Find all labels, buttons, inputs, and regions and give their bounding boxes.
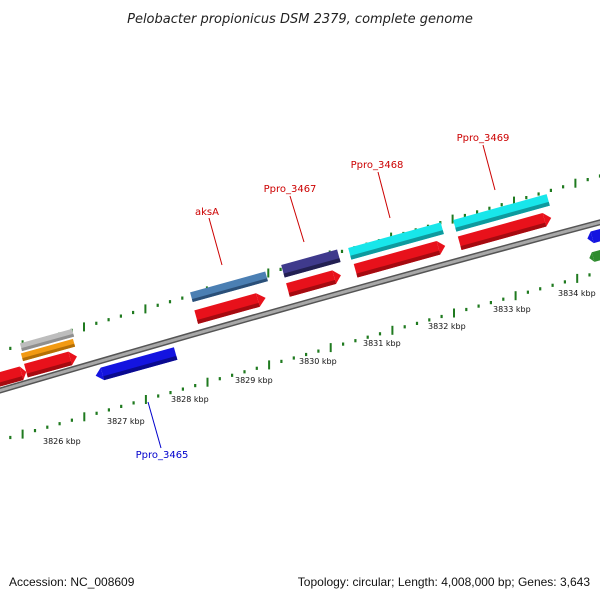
features — [0, 194, 600, 391]
gene-left-edge[interactable] — [0, 365, 28, 391]
gene-ppro-3469[interactable] — [453, 194, 550, 232]
scale-label-3829: 3829 kbp — [235, 376, 273, 385]
gene-ppro-3467[interactable] — [281, 249, 341, 278]
scale-labels: 3826 kbp 3827 kbp 3828 kbp 3829 kbp 3830… — [43, 289, 596, 446]
gene-ppro-3467-red[interactable] — [286, 269, 343, 297]
gene-label-ppro-3468[interactable]: Ppro_3468 — [351, 160, 404, 171]
label-leaders — [147, 144, 496, 449]
scale-label-3832: 3832 kbp — [428, 322, 466, 331]
scale-label-3834: 3834 kbp — [558, 289, 596, 298]
gene-right-green[interactable] — [588, 248, 600, 263]
scale-label-3828: 3828 kbp — [171, 395, 209, 404]
gene-orange[interactable] — [20, 338, 76, 362]
gene-red-1[interactable] — [24, 350, 79, 378]
accession-text: Accession: NC_008609 — [9, 575, 135, 589]
gene-ppro-3468[interactable] — [348, 222, 444, 260]
gene-labels: aksA Ppro_3467 Ppro_3468 Ppro_3469 Ppro_… — [136, 133, 510, 461]
scale-label-3831: 3831 kbp — [363, 339, 401, 348]
scale-label-3826: 3826 kbp — [43, 437, 81, 446]
scale-label-3827: 3827 kbp — [107, 417, 145, 426]
gene-ppro-3468-red[interactable] — [353, 239, 447, 278]
gene-ppro-3469-red[interactable] — [457, 211, 553, 251]
genome-backbone — [0, 219, 600, 394]
gene-label-ppro-3465[interactable]: Ppro_3465 — [136, 450, 189, 461]
gene-right-blue[interactable] — [586, 227, 600, 245]
gene-label-ppro-3467[interactable]: Ppro_3467 — [264, 184, 317, 195]
genome-summary-text: Topology: circular; Length: 4,008,000 bp… — [298, 575, 591, 589]
tick-row-lower — [9, 273, 591, 440]
gene-aksa-red[interactable] — [194, 291, 267, 324]
scale-label-3830: 3830 kbp — [299, 357, 337, 366]
gene-aksa[interactable] — [190, 271, 268, 302]
gene-label-ppro-3469[interactable]: Ppro_3469 — [457, 133, 510, 144]
gene-label-aksa[interactable]: aksA — [195, 207, 219, 218]
map-title: Pelobacter propionicus DSM 2379, complet… — [127, 12, 473, 27]
scale-label-3833: 3833 kbp — [493, 305, 531, 314]
gene-grey[interactable] — [19, 328, 75, 352]
gene-ppro-3465[interactable] — [94, 347, 178, 382]
